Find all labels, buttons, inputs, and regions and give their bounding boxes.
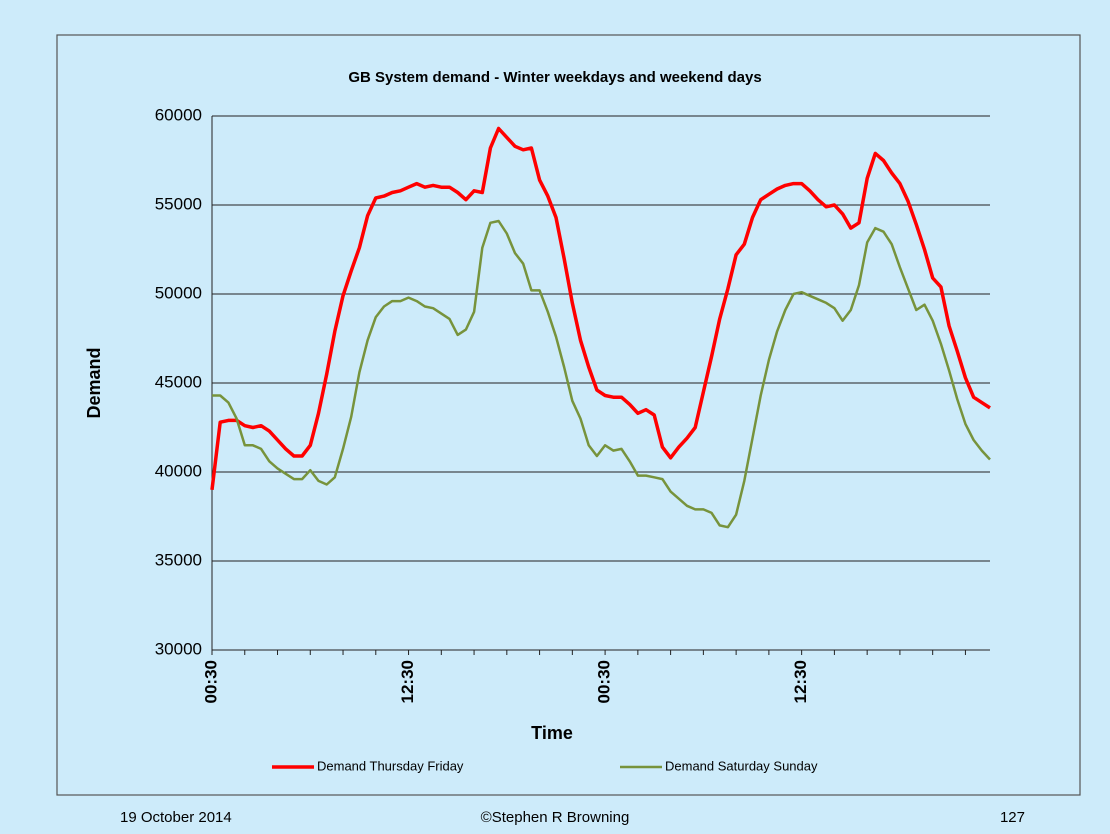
legend-label: Demand Saturday Sunday — [665, 758, 818, 773]
y-tick-label: 55000 — [155, 194, 202, 213]
footer-date: 19 October 2014 — [120, 809, 232, 826]
chart-frame — [56, 34, 1081, 796]
y-tick-label: 30000 — [155, 639, 202, 658]
y-tick-label: 35000 — [155, 550, 202, 569]
x-tick-label: 00:30 — [595, 660, 614, 703]
footer-page: 127 — [1000, 809, 1025, 826]
y-tick-label: 50000 — [155, 283, 202, 302]
data-line — [210, 126, 991, 491]
y-tick-label: 60000 — [155, 105, 202, 124]
x-tick-label: 12:30 — [791, 660, 810, 703]
y-tick-label: 40000 — [155, 461, 202, 480]
x-tick-label: 00:30 — [201, 660, 220, 703]
chart-title: GB System demand - Winter weekdays and w… — [348, 69, 761, 86]
footer-copyright: ©Stephen R Browning — [481, 809, 630, 826]
y-axis-label: Demand — [84, 347, 104, 418]
data-line — [212, 219, 991, 529]
legend-label: Demand Thursday Friday — [317, 758, 464, 773]
x-tick-label: 12:30 — [398, 660, 417, 703]
x-axis-label: Time — [531, 723, 573, 743]
y-tick-label: 45000 — [155, 372, 202, 391]
